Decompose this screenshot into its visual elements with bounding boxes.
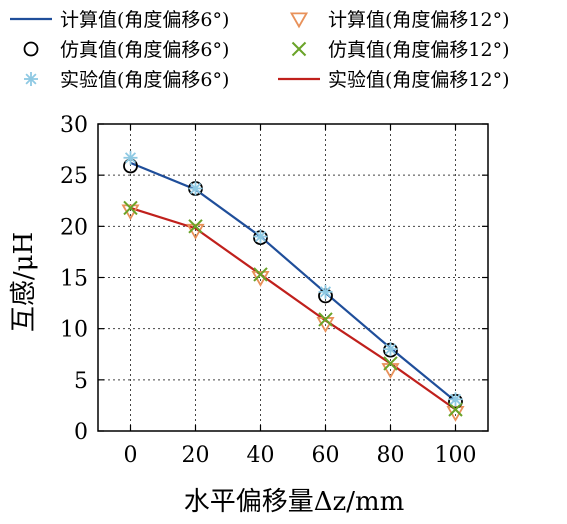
data-point-s4-4	[383, 342, 398, 357]
legend-label: 仿真值(角度偏移6°)	[60, 39, 229, 61]
legend-swatch	[291, 41, 307, 57]
series-layer	[121, 150, 465, 422]
legend-label: 计算值(角度偏移6°)	[60, 9, 229, 31]
axes: 0 20 40 60 80 100 0 5 10 15 20 25 30	[60, 113, 489, 468]
series-line-0	[130, 161, 457, 403]
legend-item-1: 计算值(角度偏移12°)	[289, 9, 510, 31]
data-point-s4-0	[123, 150, 138, 165]
x-tick-label: 40	[247, 443, 275, 468]
series-line-5	[130, 206, 457, 411]
legend-item-0: 计算值(角度偏移6°)	[10, 9, 229, 31]
y-tick-label: 30	[60, 113, 88, 138]
x-tick-label: 80	[377, 443, 405, 468]
legend-item-3: 仿真值(角度偏移12°)	[291, 39, 510, 61]
y-tick-label: 20	[60, 215, 88, 240]
data-point-s3-0	[123, 200, 138, 216]
y-tick-label: 0	[74, 420, 88, 445]
legend-label: 计算值(角度偏移12°)	[328, 9, 510, 31]
legend-item-5: 实验值(角度偏移12°)	[278, 69, 510, 91]
y-tick-label: 10	[60, 318, 88, 343]
data-point-s4-3	[318, 284, 333, 299]
data-point-s3-5	[448, 402, 463, 417]
legend-label: 仿真值(角度偏移12°)	[328, 39, 510, 61]
data-point-s3-3	[318, 312, 333, 327]
data-point-s4-5	[448, 392, 463, 407]
data-point-s4-2	[253, 229, 268, 244]
legend: 计算值(角度偏移6°) 计算值(角度偏移12°) 仿真值(角度偏移6°) 仿真值(角度…	[10, 9, 510, 91]
x-axis-label: 水平偏移量Δz/mm	[184, 487, 405, 517]
legend-label: 实验值(角度偏移6°)	[60, 69, 229, 91]
y-tick-label: 15	[60, 267, 88, 292]
y-tick-label: 5	[74, 369, 88, 394]
grid	[98, 124, 488, 431]
x-tick-label: 100	[435, 443, 477, 468]
x-tick-label: 60	[312, 443, 340, 468]
legend-swatch	[24, 72, 38, 86]
legend-label: 实验值(角度偏移12°)	[328, 69, 510, 91]
data-point-s3-1	[188, 219, 203, 234]
legend-swatch	[289, 12, 309, 29]
data-point-s3-4	[383, 356, 398, 371]
data-point-s4-1	[188, 181, 203, 196]
x-tick-label: 20	[182, 443, 210, 468]
data-point-s3-2	[253, 267, 268, 282]
y-tick-label: 25	[60, 164, 88, 189]
legend-item-2: 仿真值(角度偏移6°)	[23, 39, 229, 61]
legend-item-4: 实验值(角度偏移6°)	[24, 69, 229, 91]
legend-swatch	[23, 41, 39, 57]
y-axis-label: 互感/μH	[9, 232, 39, 332]
x-tick-label: 0	[124, 443, 138, 468]
